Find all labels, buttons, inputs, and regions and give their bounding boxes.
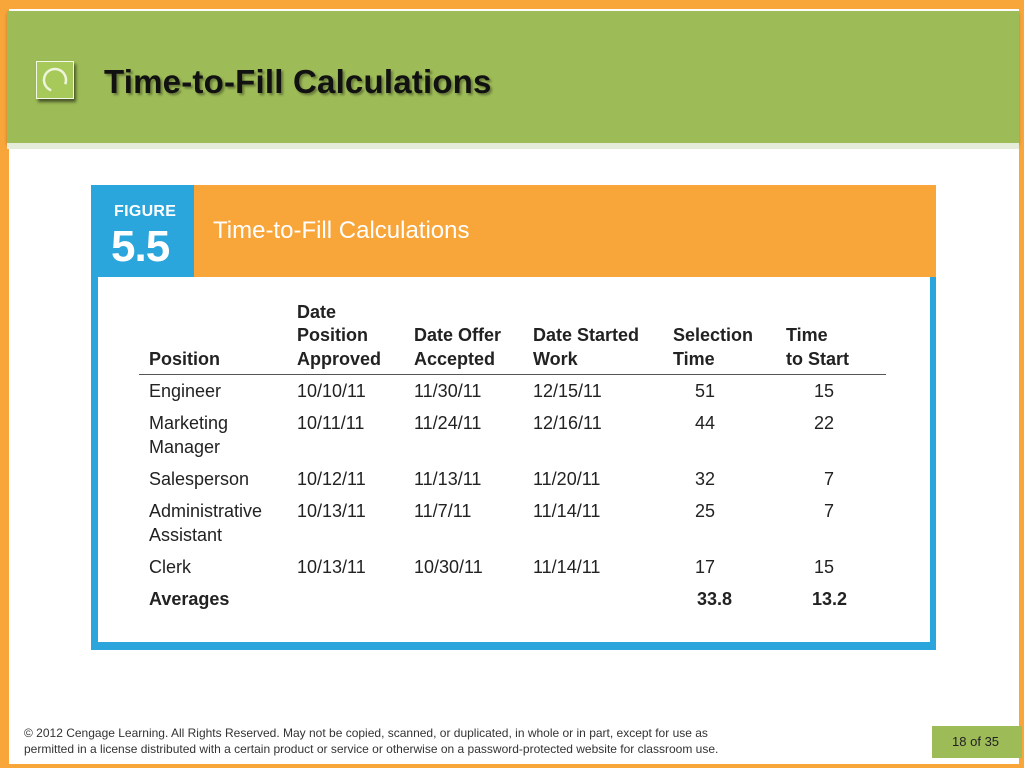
title-band [7,11,1019,143]
cell-date-started: 12/16/11 [533,413,602,433]
cell-time-to-start: 15 [813,381,834,401]
cell-position-line2: Assistant [149,525,223,545]
cell-position: Clerk [149,557,192,577]
header-date-approved-line1: Date [297,302,337,322]
header-selection-time-line1: Selection [673,325,754,345]
copyright-line-1: © 2012 Cengage Learning. All Rights Rese… [24,726,708,740]
cell-time-to-start: 7 [823,469,834,489]
cell-date-approved: 10/11/11 [297,413,365,433]
copyright-line-2: permitted in a license distributed with … [24,742,719,756]
header-offer-accepted-line1: Date Offer [414,325,502,345]
cell-date-approved: 10/13/11 [297,501,366,521]
cell-selection-time: 44 [694,413,716,433]
cell-date-started: 11/14/11 [533,557,601,577]
figure-table-area [98,277,930,642]
averages-time-to-start: 13.2 [812,589,848,609]
figure-title: Time-to-Fill Calculations [213,217,470,244]
header-selection-time-line2: Time [673,349,715,369]
averages-label: Averages [149,589,230,609]
cell-position: Marketing [149,413,229,433]
cell-selection-time: 32 [694,469,716,489]
cell-date-started: 11/20/11 [533,469,601,489]
figure-number: 5.5 [111,222,170,271]
circle-arc-icon [36,61,74,99]
cell-time-to-start: 7 [823,501,834,521]
page-of: of [970,734,981,749]
header-divider [139,374,886,375]
header-position: Position [149,349,220,369]
page-indicator-box [932,726,1022,758]
slide-title: Time-to-Fill Calculations [104,63,492,100]
header-date-approved-line3: Approved [297,349,382,369]
header-offer-accepted-line2: Accepted [414,349,496,369]
cell-position: Salesperson [149,469,250,489]
page-total: 35 [984,734,1000,749]
figure-header [194,185,936,277]
cell-position: Engineer [149,381,222,401]
header-time-to-start-line2: to Start [786,349,849,369]
averages-selection-time: 33.8 [697,589,733,609]
page-indicator: 18 of 35 [952,734,999,749]
title-band-shadow [7,143,1019,149]
cell-offer-accepted: 11/24/11 [414,413,482,433]
header-time-to-start-line1: Time [786,325,828,345]
page-current: 18 [952,734,967,749]
cell-date-started: 11/14/11 [533,501,601,521]
cell-date-approved: 10/13/11 [297,557,366,577]
cell-date-approved: 10/12/11 [297,469,366,489]
header-date-started-line2: Work [533,349,578,369]
figure-label: FIGURE [114,203,177,220]
cell-selection-time: 25 [694,501,716,521]
cell-offer-accepted: 11/7/11 [414,501,472,521]
cell-position: Administrative [149,501,263,521]
cell-time-to-start: 22 [813,413,834,433]
cell-date-started: 12/15/11 [533,381,602,401]
cell-time-to-start: 15 [813,557,834,577]
header-date-approved-line2: Position [297,325,368,345]
cell-date-approved: 10/10/11 [297,381,366,401]
cell-selection-time: 51 [694,381,716,401]
figure-badge [91,185,194,277]
copyright-notice: © 2012 Cengage Learning. All Rights Rese… [24,725,784,757]
cell-offer-accepted: 11/13/11 [414,469,482,489]
cell-offer-accepted: 11/30/11 [414,381,482,401]
cell-position-line2: Manager [149,437,221,457]
cell-offer-accepted: 10/30/11 [414,557,483,577]
cell-selection-time: 17 [694,557,716,577]
header-date-started-line1: Date Started [533,325,640,345]
